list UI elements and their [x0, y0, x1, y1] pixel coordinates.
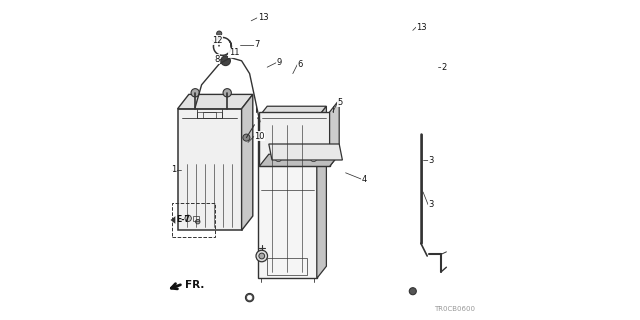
Circle shape: [191, 89, 200, 97]
Text: 6: 6: [298, 60, 303, 68]
Bar: [178, 109, 242, 230]
Circle shape: [243, 134, 250, 141]
Text: FR.: FR.: [185, 280, 204, 290]
Circle shape: [259, 253, 265, 259]
Bar: [258, 118, 317, 278]
Bar: [193, 216, 200, 221]
Polygon shape: [317, 106, 326, 278]
Polygon shape: [170, 216, 175, 224]
Circle shape: [275, 155, 282, 162]
Text: E-7: E-7: [176, 215, 189, 225]
Text: 12: 12: [212, 36, 222, 44]
Polygon shape: [178, 94, 253, 109]
Circle shape: [310, 155, 317, 162]
Bar: [259, 112, 330, 166]
Polygon shape: [258, 106, 326, 118]
Polygon shape: [269, 144, 342, 160]
Text: 9: 9: [277, 58, 282, 67]
Circle shape: [185, 215, 191, 221]
Bar: [204, 112, 223, 118]
Text: 10: 10: [254, 132, 265, 140]
Circle shape: [248, 295, 252, 300]
Circle shape: [216, 31, 222, 36]
Bar: [172, 203, 215, 237]
Polygon shape: [259, 154, 339, 166]
Text: TR0CB0600: TR0CB0600: [434, 306, 475, 312]
Text: 2: 2: [442, 63, 447, 72]
Text: 3: 3: [428, 156, 433, 164]
Text: 5: 5: [338, 98, 343, 107]
Circle shape: [221, 56, 230, 66]
Text: 8: 8: [214, 55, 220, 64]
Polygon shape: [242, 94, 253, 230]
Text: 11: 11: [229, 48, 239, 57]
Circle shape: [223, 89, 232, 97]
Text: 7: 7: [254, 40, 260, 49]
Bar: [268, 258, 307, 275]
Text: 3: 3: [428, 200, 433, 209]
Text: 1: 1: [172, 165, 177, 174]
Polygon shape: [330, 100, 339, 166]
Circle shape: [256, 250, 268, 262]
Text: 4: 4: [362, 175, 367, 184]
Circle shape: [196, 220, 200, 224]
Text: 13: 13: [416, 23, 427, 32]
Text: 13: 13: [258, 13, 268, 22]
Circle shape: [246, 293, 254, 302]
Circle shape: [410, 288, 417, 295]
Bar: [197, 112, 216, 118]
